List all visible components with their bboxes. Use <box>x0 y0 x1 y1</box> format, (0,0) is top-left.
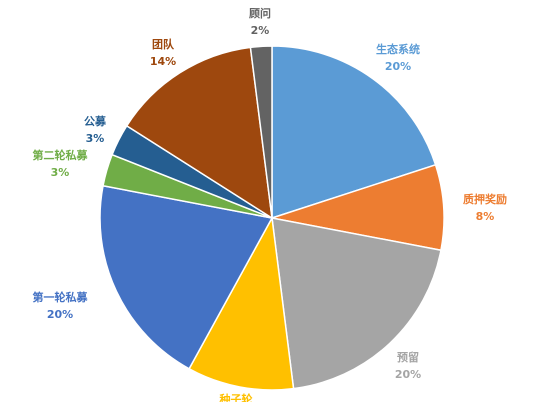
slice-value-label: 20% <box>47 308 73 321</box>
slice-label: 第一轮私募 <box>33 290 89 304</box>
slice-value-label: 2% <box>251 24 270 37</box>
slice-value-label: 20% <box>395 368 421 381</box>
slice-label: 第二轮私募 <box>33 148 89 162</box>
pie-slice <box>125 46 273 220</box>
pie-slice <box>271 217 442 390</box>
slice-value-label: 14% <box>150 55 176 68</box>
pie-slice <box>271 45 437 220</box>
slice-value-label: 3% <box>86 132 105 145</box>
slice-label: 预留 <box>397 350 419 364</box>
slice-value-label: 8% <box>476 210 495 223</box>
slice-label: 种子轮 <box>219 392 253 402</box>
pie-slice <box>249 45 273 219</box>
slice-label: 生态系统 <box>376 42 420 56</box>
pie-slice <box>99 184 274 370</box>
slice-label: 质押奖励 <box>463 192 507 206</box>
slice-label: 团队 <box>152 37 175 51</box>
slice-label: 顾问 <box>249 6 271 20</box>
pie-slice <box>188 215 295 391</box>
slice-value-label: 20% <box>385 60 411 73</box>
slice-value-label: 3% <box>51 166 70 179</box>
slice-label: 公募 <box>84 114 107 128</box>
